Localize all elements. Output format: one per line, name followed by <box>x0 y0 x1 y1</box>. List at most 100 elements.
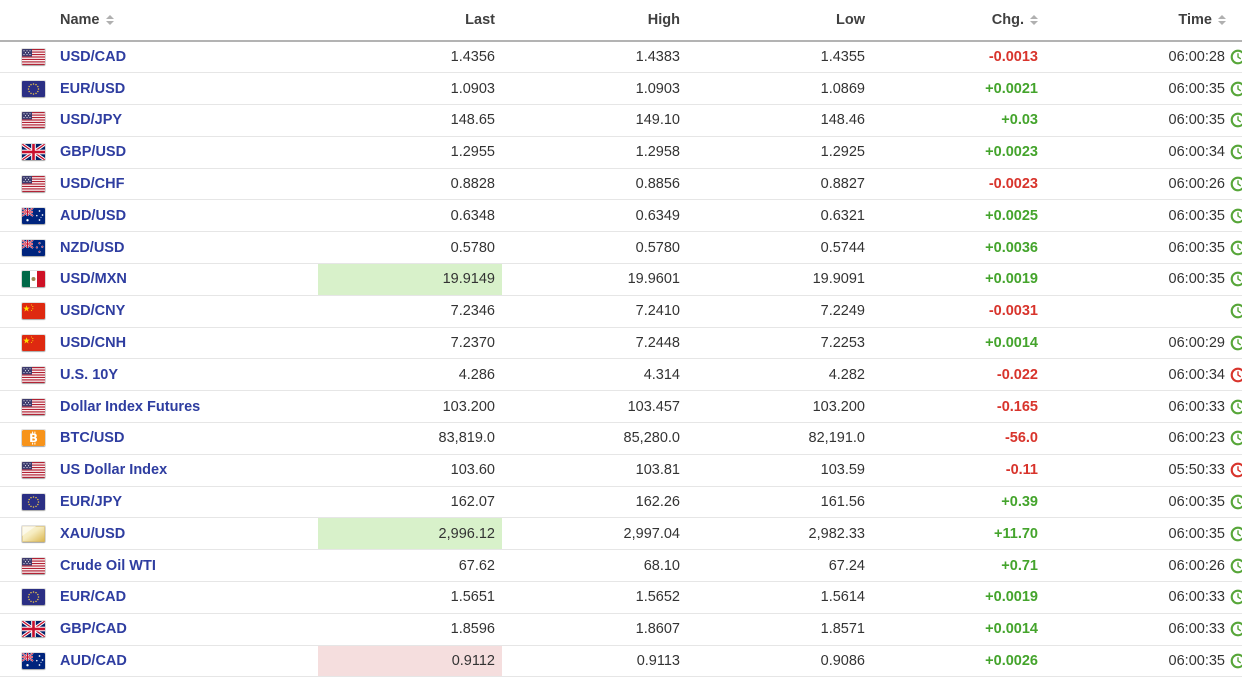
column-header-chg[interactable]: Chg. <box>872 0 1048 42</box>
low-price-cell: 4.282 <box>828 366 865 383</box>
table-row[interactable]: NZD/USD 0.5780 0.5780 0.5744 +0.0036 06:00:35 <box>0 232 1242 264</box>
instrument-cell: XAU/USD <box>0 518 318 550</box>
instrument-link[interactable]: NZD/USD <box>60 239 125 256</box>
clock-green-icon <box>1230 653 1242 669</box>
time-wrap: 06:00:26 <box>1048 558 1242 574</box>
clock-green-icon <box>1230 303 1242 319</box>
instrument-name-wrap: Crude Oil WTI <box>22 557 318 574</box>
instrument-name-wrap: EUR/JPY <box>22 494 318 511</box>
instrument-link[interactable]: AUD/CAD <box>60 653 127 670</box>
time-cell: 06:00:35 <box>1048 264 1242 296</box>
instrument-link[interactable]: GBP/USD <box>60 144 127 161</box>
table-row[interactable]: USD/MXN 19.9149 19.9601 19.9091 +0.0019 06:00… <box>0 263 1242 296</box>
time-cell: 06:00:35 <box>1048 73 1242 105</box>
quotes-table-body: USD/CAD 1.4356 1.4383 1.4355 -0.0013 06:00:28… <box>0 41 1242 677</box>
column-header-time[interactable]: Time <box>1048 0 1242 42</box>
time-cell: 06:00:34 <box>1048 136 1242 168</box>
table-row[interactable]: USD/CNY 7.2346 7.2410 7.2249 -0.0031 <box>0 295 1242 328</box>
instrument-link[interactable]: Dollar Index Futures <box>60 398 201 415</box>
clock-green-icon <box>1230 589 1242 605</box>
table-row[interactable]: Crude Oil WTI 67.62 68.10 67.24 +0.71 06:00:2… <box>0 550 1242 582</box>
table-row[interactable]: USD/JPY 148.65 149.10 148.46 +0.03 06:00:35 <box>0 105 1242 137</box>
time-cell: 06:00:35 <box>1048 645 1242 677</box>
time-cell: 06:00:23 <box>1048 423 1242 455</box>
instrument-link[interactable]: USD/CHF <box>60 176 125 193</box>
instrument-link[interactable]: USD/JPY <box>60 112 123 129</box>
low-price-cell: 7.2249 <box>820 303 865 320</box>
table-row[interactable]: GBP/CAD 1.8596 1.8607 1.8571 +0.0014 06:00:33 <box>0 613 1242 646</box>
high-price-cell: 4.314 <box>643 366 680 383</box>
flag-nz-icon <box>22 239 45 256</box>
sort-icon[interactable] <box>1218 15 1226 25</box>
high-price-cell: 0.9113 <box>636 653 680 670</box>
low-price-cell: 82,191.0 <box>808 430 865 447</box>
table-row[interactable]: USD/CHF 0.8828 0.8856 0.8827 -0.0023 06:00:26 <box>0 168 1242 200</box>
time-cell: 06:00:33 <box>1048 582 1242 614</box>
instrument-link[interactable]: BTC/USD <box>60 430 125 447</box>
time-value: 06:00:26 <box>1168 557 1225 574</box>
column-header-last: Last <box>318 0 502 42</box>
instrument-link[interactable]: EUR/CAD <box>60 589 127 606</box>
flag-cn-icon <box>22 303 45 320</box>
instrument-link[interactable]: GBP/CAD <box>60 621 127 638</box>
low-price-cell: 1.5614 <box>820 589 865 606</box>
column-header-name[interactable]: Name <box>0 0 318 42</box>
last-price-cell: 0.5780 <box>450 239 495 256</box>
change-cell: +0.0019 <box>985 589 1038 606</box>
instrument-link[interactable]: AUD/USD <box>60 207 127 224</box>
instrument-link[interactable]: US Dollar Index <box>60 462 168 479</box>
table-row[interactable]: USD/CAD 1.4356 1.4383 1.4355 -0.0013 06:00:28 <box>0 41 1242 73</box>
table-row[interactable]: EUR/JPY 162.07 162.26 161.56 +0.39 06:00:35 <box>0 486 1242 518</box>
table-row[interactable]: EUR/USD 1.0903 1.0903 1.0869 +0.0021 06:00:35 <box>0 73 1242 105</box>
table-row[interactable]: B BTC/USD 83,819.0 85,280.0 82,191.0 -56.0 06:… <box>0 423 1242 455</box>
table-row[interactable]: GBP/USD 1.2955 1.2958 1.2925 +0.0023 06:00:34 <box>0 136 1242 169</box>
table-row[interactable]: US Dollar Index 103.60 103.81 103.59 -0.11 05… <box>0 454 1242 487</box>
change-cell: +0.0026 <box>985 653 1038 670</box>
time-wrap: 06:00:35 <box>1048 112 1242 128</box>
clock-green-icon <box>1230 81 1242 97</box>
last-price-cell: 2,996.12 <box>318 517 502 550</box>
clock-green-icon <box>1230 430 1242 446</box>
sort-icon[interactable] <box>105 15 114 25</box>
last-price-cell: 4.286 <box>458 366 495 383</box>
instrument-link[interactable]: XAU/USD <box>60 525 126 542</box>
column-header-high: High <box>502 0 687 42</box>
instrument-name-wrap: USD/CHF <box>22 176 318 193</box>
instrument-link[interactable]: Crude Oil WTI <box>60 557 156 574</box>
table-row[interactable]: Dollar Index Futures 103.200 103.457 103.20… <box>0 391 1242 423</box>
time-wrap: 06:00:26 <box>1048 176 1242 192</box>
instrument-link[interactable]: EUR/USD <box>60 80 126 97</box>
table-row[interactable]: USD/CNH 7.2370 7.2448 7.2253 +0.0014 06:00:29 <box>0 327 1242 359</box>
sort-icon[interactable] <box>1030 15 1038 25</box>
flag-eu-icon <box>22 494 45 511</box>
flag-mx-icon <box>22 271 45 288</box>
table-row[interactable]: AUD/CAD 0.9112 0.9113 0.9086 +0.0026 06:00:35 <box>0 645 1242 677</box>
low-price-cell: 148.46 <box>820 112 865 129</box>
table-row[interactable]: XAU/USD 2,996.12 2,997.04 2,982.33 +11.70 06:… <box>0 517 1242 550</box>
column-header-high-label: High <box>647 12 680 28</box>
high-price-cell: 19.9601 <box>627 271 680 288</box>
time-value: 06:00:35 <box>1168 207 1225 224</box>
column-header-time-label: Time <box>1178 12 1212 28</box>
instrument-link[interactable]: USD/CAD <box>60 49 127 66</box>
instrument-link[interactable]: USD/CNH <box>60 335 127 352</box>
instrument-link[interactable]: EUR/JPY <box>60 494 123 511</box>
time-wrap: 06:00:33 <box>1048 589 1242 605</box>
low-price-cell: 7.2253 <box>820 335 865 352</box>
instrument-link[interactable]: USD/MXN <box>60 271 127 288</box>
table-row[interactable]: AUD/USD 0.6348 0.6349 0.6321 +0.0025 06:00:35 <box>0 200 1242 232</box>
time-cell: 06:00:35 <box>1048 232 1242 264</box>
table-row[interactable]: U.S. 10Y 4.286 4.314 4.282 -0.022 06:00:34 <box>0 359 1242 391</box>
change-cell: -0.0013 <box>988 49 1038 66</box>
time-value: 06:00:35 <box>1168 80 1225 97</box>
instrument-link[interactable]: U.S. 10Y <box>60 366 119 383</box>
low-price-cell: 0.6321 <box>820 207 865 224</box>
instrument-link[interactable]: USD/CNY <box>60 303 126 320</box>
table-row[interactable]: EUR/CAD 1.5651 1.5652 1.5614 +0.0019 06:00:33 <box>0 582 1242 614</box>
instrument-cell: Crude Oil WTI <box>0 550 318 582</box>
instrument-cell: USD/CNY <box>0 295 318 327</box>
clock-green-icon <box>1230 335 1242 351</box>
time-cell: 06:00:34 <box>1048 359 1242 391</box>
time-cell: 06:00:33 <box>1048 391 1242 423</box>
